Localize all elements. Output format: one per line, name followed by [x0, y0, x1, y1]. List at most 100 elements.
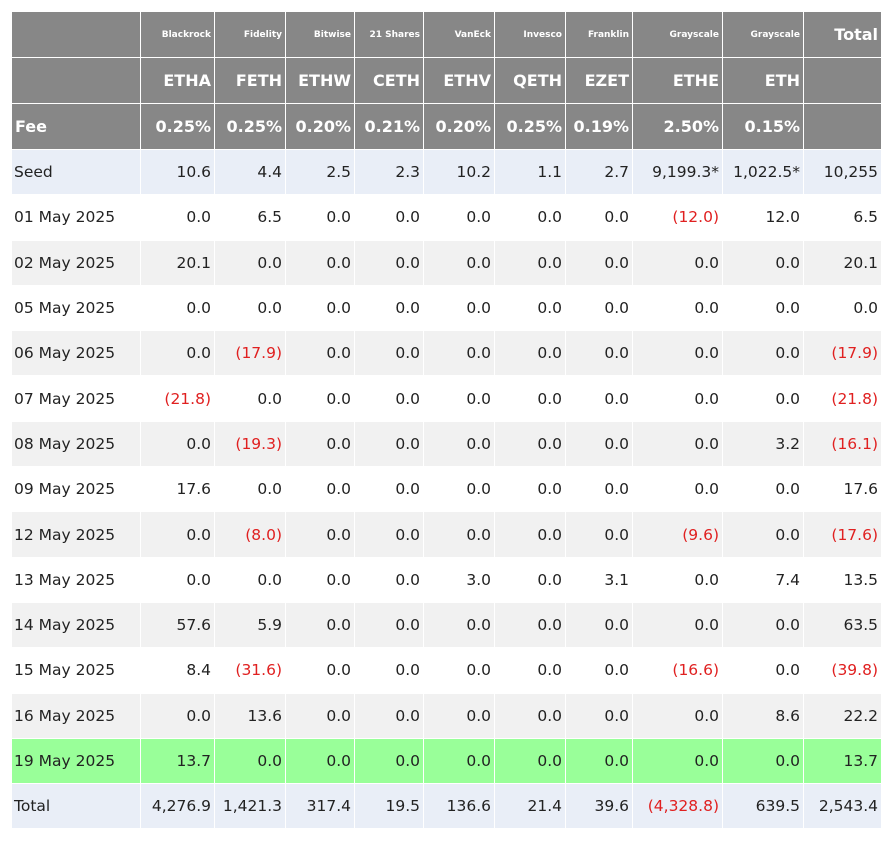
fee-cell: 0.19%	[565, 103, 633, 150]
table-row: 15 May 2025 8.4 (31.6) 0.0 0.0 0.0 0.0 0.0 (16.6…	[11, 647, 882, 694]
flow-cell: (12.0)	[632, 194, 723, 241]
row-total-cell: 63.5	[803, 602, 882, 648]
row-total-cell: 2,543.4	[803, 783, 882, 829]
table-row: 14 May 2025 57.6 5.9 0.0 0.0 0.0 0.0 0.0 0.0 0.0 6…	[11, 602, 882, 648]
flow-cell: (31.6)	[214, 647, 286, 694]
row-total-cell: (21.8)	[803, 375, 882, 422]
flow-cell: 0.0	[565, 285, 633, 331]
flow-cell: 0.0	[214, 375, 286, 422]
flow-cell: 0.0	[565, 602, 633, 648]
flow-cell: 0.0	[494, 240, 566, 286]
fee-cell: 0.21%	[354, 103, 424, 150]
ticker-cell: FETH	[214, 57, 286, 104]
table-row: 01 May 2025 0.0 6.5 0.0 0.0 0.0 0.0 0.0 (12.0) 12…	[11, 194, 882, 241]
row-label: 12 May 2025	[11, 511, 141, 558]
flow-cell: 0.0	[494, 693, 566, 739]
flow-cell: 0.0	[494, 602, 566, 648]
flow-cell: 0.0	[494, 647, 566, 694]
flow-cell: 0.0	[722, 602, 804, 648]
flow-cell: 0.0	[285, 194, 355, 241]
row-label: 19 May 2025	[11, 738, 141, 784]
flow-cell: 2.3	[354, 149, 424, 195]
table-row: 07 May 2025 (21.8) 0.0 0.0 0.0 0.0 0.0 0.0 0.0 0.…	[11, 375, 882, 422]
table-row: 08 May 2025 0.0 (19.3) 0.0 0.0 0.0 0.0 0.0 0.0 3.…	[11, 421, 882, 467]
flow-cell: 0.0	[722, 738, 804, 784]
ticker-total-cell	[803, 57, 882, 104]
flow-cell: 0.0	[285, 330, 355, 376]
flow-cell: 2.5	[285, 149, 355, 195]
flow-cell: 0.0	[565, 693, 633, 739]
flow-cell: 0.0	[214, 557, 286, 603]
table-row: 06 May 2025 0.0 (17.9) 0.0 0.0 0.0 0.0 0.0 0.0 0.…	[11, 330, 882, 376]
flow-cell: 0.0	[565, 647, 633, 694]
row-label: 06 May 2025	[11, 330, 141, 376]
row-label: 07 May 2025	[11, 375, 141, 422]
row-label: Seed	[11, 149, 141, 195]
row-total-cell: (16.1)	[803, 421, 882, 467]
flow-cell: 0.0	[140, 421, 215, 467]
flow-cell: 0.0	[565, 194, 633, 241]
table-row: 02 May 2025 20.1 0.0 0.0 0.0 0.0 0.0 0.0 0.0 0.0 2…	[11, 240, 882, 286]
flow-cell: (9.6)	[632, 511, 723, 558]
flow-cell: 0.0	[494, 194, 566, 241]
flow-cell: 10.2	[423, 149, 495, 195]
flow-cell: 6.5	[214, 194, 286, 241]
flow-cell: 0.0	[494, 375, 566, 422]
ticker-cell: EZET	[565, 57, 633, 104]
flow-cell: 3.2	[722, 421, 804, 467]
flow-cell: 19.5	[354, 783, 424, 829]
flow-cell: 0.0	[632, 330, 723, 376]
flow-cell: 0.0	[285, 602, 355, 648]
flow-cell: (21.8)	[140, 375, 215, 422]
flow-cell: 0.0	[354, 421, 424, 467]
flow-cell: 0.0	[632, 240, 723, 286]
flow-cell: 0.0	[494, 466, 566, 512]
flow-cell: 0.0	[285, 466, 355, 512]
row-total-cell: 17.6	[803, 466, 882, 512]
flow-cell: 0.0	[722, 647, 804, 694]
issuer-cell: Franklin	[565, 11, 633, 58]
issuer-cell: VanEck	[423, 11, 495, 58]
flow-cell: 0.0	[140, 194, 215, 241]
flow-cell: 0.0	[632, 421, 723, 467]
flow-cell: 0.0	[565, 375, 633, 422]
flow-cell: 0.0	[285, 511, 355, 558]
flow-cell: 0.0	[423, 738, 495, 784]
flow-cell: 4.4	[214, 149, 286, 195]
flow-cell: 8.6	[722, 693, 804, 739]
flow-cell: 0.0	[632, 738, 723, 784]
flow-cell: 0.0	[354, 285, 424, 331]
issuer-cell: Blackrock	[140, 11, 215, 58]
flow-cell: 0.0	[285, 557, 355, 603]
row-total-cell: 20.1	[803, 240, 882, 286]
flow-cell: 0.0	[494, 330, 566, 376]
flow-cell: 0.0	[354, 330, 424, 376]
flow-cell: 0.0	[354, 602, 424, 648]
flow-cell: 0.0	[354, 240, 424, 286]
row-total-cell: 0.0	[803, 285, 882, 331]
flow-cell: 2.7	[565, 149, 633, 195]
table-row: 12 May 2025 0.0 (8.0) 0.0 0.0 0.0 0.0 0.0 (9.6) 0…	[11, 511, 882, 558]
flow-cell: 0.0	[354, 738, 424, 784]
flow-cell: 1.1	[494, 149, 566, 195]
flow-cell: 20.1	[140, 240, 215, 286]
flow-cell: 0.0	[423, 285, 495, 331]
flow-cell: 0.0	[285, 647, 355, 694]
flow-cell: 10.6	[140, 149, 215, 195]
flow-cell: 0.0	[565, 240, 633, 286]
flow-cell: 0.0	[632, 693, 723, 739]
flow-cell: 0.0	[214, 466, 286, 512]
flow-cell: 136.6	[423, 783, 495, 829]
flow-cell: 0.0	[494, 511, 566, 558]
flow-cell: 0.0	[423, 693, 495, 739]
row-label: 02 May 2025	[11, 240, 141, 286]
flow-cell: 0.0	[140, 557, 215, 603]
fee-total-cell	[803, 103, 882, 150]
flow-cell: 4,276.9	[140, 783, 215, 829]
issuer-cell: Invesco	[494, 11, 566, 58]
issuer-cell: Bitwise	[285, 11, 355, 58]
flow-cell: 0.0	[214, 738, 286, 784]
total-row: Total 4,276.9 1,421.3 317.4 19.5 136.6 21.4 39.…	[11, 783, 882, 829]
flow-cell: 0.0	[140, 330, 215, 376]
flow-cell: 0.0	[214, 240, 286, 286]
